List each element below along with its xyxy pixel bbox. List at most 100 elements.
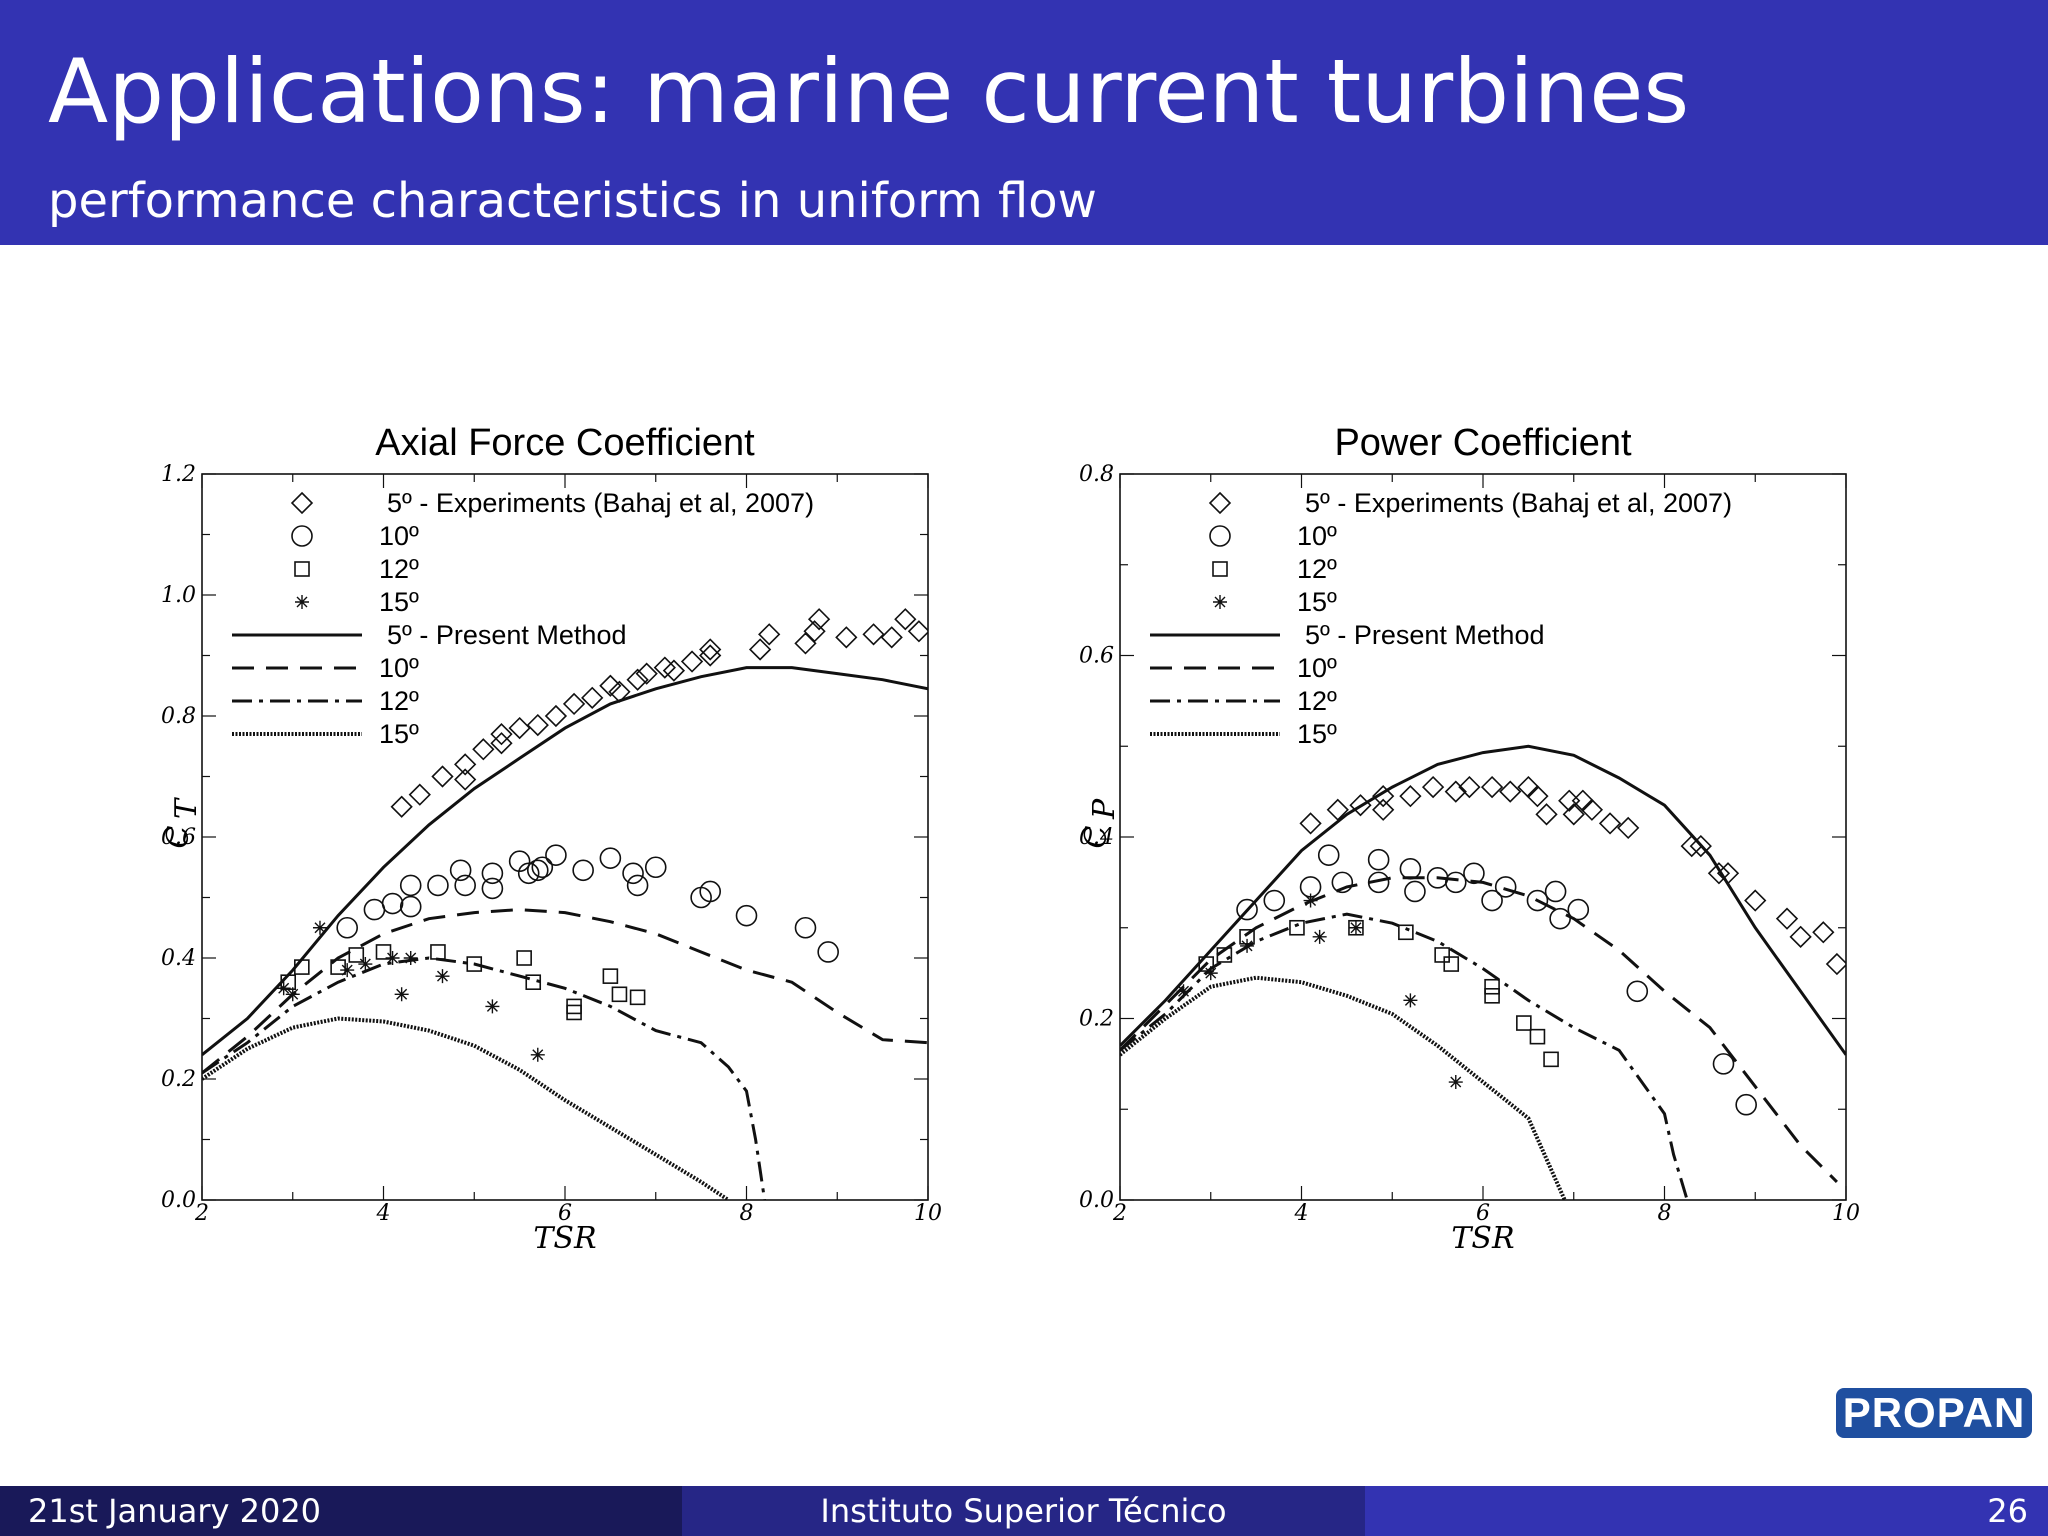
present-method-line-solid <box>202 666 928 1056</box>
legend-label: 15º <box>1297 587 1337 617</box>
chart-title: Power Coefficient <box>1334 422 1632 464</box>
experiment-point-circle <box>1404 880 1426 903</box>
experiment-point-square <box>516 950 532 966</box>
experiment-point-circle <box>1544 880 1567 903</box>
experiment-point-circle <box>622 862 644 885</box>
experiment-point-diamond <box>1707 862 1731 885</box>
x-axis-label: TSR <box>533 1221 596 1256</box>
experiment-point-circle <box>626 874 649 897</box>
experiment-point-diamond <box>1825 952 1846 976</box>
y-axis-label-subscript: P <box>1087 798 1122 820</box>
experiment-point-square <box>1484 988 1500 1004</box>
experiment-point-circle <box>794 916 817 939</box>
legend-label: 12º <box>1297 554 1337 584</box>
experiment-point-diamond <box>1571 789 1594 812</box>
y-axis-label-main: C <box>1079 825 1114 848</box>
y-tick-label: 0.2 <box>1079 1007 1114 1032</box>
experiment-point-circle <box>735 904 758 927</box>
x-tick-label: 8 <box>1658 1201 1672 1226</box>
experiment-point-diamond <box>1526 785 1549 808</box>
experiment-point-square <box>375 944 392 960</box>
legend-label: 10º <box>379 653 419 683</box>
slide-subtitle: performance characteristics in uniform f… <box>48 173 1097 229</box>
legend-label: 10º <box>379 521 419 551</box>
experiment-point-star <box>1203 966 1218 981</box>
experiment-point-diamond <box>1372 798 1395 821</box>
y-tick-label: 0.0 <box>161 1188 196 1213</box>
experiment-point-circle <box>1331 871 1354 894</box>
slide-footer: 21st January 2020 Instituto Superior Téc… <box>0 1486 2048 1536</box>
experiment-point-circle <box>1236 898 1258 921</box>
experiment-point-circle <box>1367 871 1390 894</box>
experiment-point-diamond <box>835 626 858 649</box>
legend: 5º - Experiments (Bahaj et al, 2007)10º1… <box>232 488 814 749</box>
experiment-point-circle <box>1317 844 1340 866</box>
experiment-point-diamond <box>1744 889 1767 912</box>
experiment-point-circle <box>526 859 549 882</box>
experiment-point-circle <box>1263 889 1286 912</box>
legend-label: 5º - Experiments (Bahaj et al, 2007) <box>387 488 814 518</box>
legend-label: 5º - Present Method <box>1305 620 1544 650</box>
footer-institution: Instituto Superior Técnico <box>820 1492 1227 1530</box>
experiment-point-circle <box>1481 889 1503 912</box>
experiment-point-diamond <box>680 650 704 673</box>
experiment-point-diamond <box>699 638 722 661</box>
experiment-point-square <box>1398 924 1414 941</box>
x-tick-label: 8 <box>740 1201 754 1226</box>
y-tick-label: 0.6 <box>1079 644 1114 669</box>
experiment-point-star <box>530 1047 545 1062</box>
experiment-point-diamond <box>862 623 885 646</box>
y-axis-label-subscript: T <box>169 797 204 819</box>
present-method-line-solid <box>1120 744 1846 1056</box>
experiment-point-diamond <box>1480 775 1504 799</box>
experiment-point-star <box>485 999 500 1014</box>
experiment-point-circle <box>1626 980 1649 1003</box>
experiment-point-diamond <box>1458 775 1481 799</box>
y-tick-label: 0.8 <box>161 704 196 729</box>
y-tick-label: 1.0 <box>161 583 196 608</box>
plot-area <box>1120 744 1846 1200</box>
power-coefficient-chart: Power Coefficient 2 4 6 8 10 0.0 0.2 0.4 0.6 0.8 TS… <box>1079 422 1860 1256</box>
present-method-line-dotted <box>1120 975 1567 1200</box>
experiment-point-star <box>394 987 409 1002</box>
experiment-point-diamond <box>1349 794 1372 817</box>
legend-label: 15º <box>379 587 419 617</box>
experiment-point-circle <box>1367 848 1390 871</box>
footer-date: 21st January 2020 <box>28 1492 322 1530</box>
legend-label: 12º <box>379 554 419 584</box>
experiment-point-diamond <box>1444 780 1467 803</box>
legend-marker-diamond <box>290 491 314 515</box>
experiment-point-square <box>611 986 628 1003</box>
experiment-point-diamond <box>1562 803 1585 826</box>
experiment-point-circle <box>517 862 540 885</box>
experiment-point-circle <box>1444 871 1467 894</box>
experiment-point-circle <box>399 895 422 918</box>
experiment-point-diamond <box>1680 834 1703 858</box>
experiment-point-square <box>1484 978 1500 995</box>
legend-marker-star <box>295 595 309 609</box>
experiment-point-diamond <box>1789 925 1812 948</box>
x-tick-label: 4 <box>1294 1201 1309 1226</box>
y-tick-label: 0.4 <box>1079 825 1114 850</box>
experiment-point-square <box>1543 1051 1559 1068</box>
y-tick-label: 0.0 <box>1079 1188 1114 1213</box>
experiment-point-diamond <box>662 659 686 682</box>
experiment-point-diamond <box>526 713 549 737</box>
footer-date-section: 21st January 2020 <box>0 1486 682 1536</box>
experiment-point-star <box>1312 929 1327 944</box>
experiment-point-diamond <box>1617 816 1640 840</box>
experiment-point-diamond <box>626 668 649 691</box>
experiment-point-diamond <box>608 680 631 703</box>
experiment-point-diamond <box>454 768 477 791</box>
experiment-point-star <box>276 981 291 996</box>
x-tick-label: 2 <box>194 1201 209 1226</box>
present-method-line-dashed <box>202 908 928 1075</box>
experiment-point-diamond <box>431 765 454 788</box>
experiment-point-diamond <box>562 692 586 716</box>
experiment-point-diamond <box>807 608 831 631</box>
experiment-point-circle <box>336 916 358 939</box>
experiment-point-square <box>1443 956 1460 972</box>
experiment-point-diamond <box>635 662 658 685</box>
experiment-point-square <box>466 956 483 972</box>
experiment-point-diamond <box>748 638 772 661</box>
